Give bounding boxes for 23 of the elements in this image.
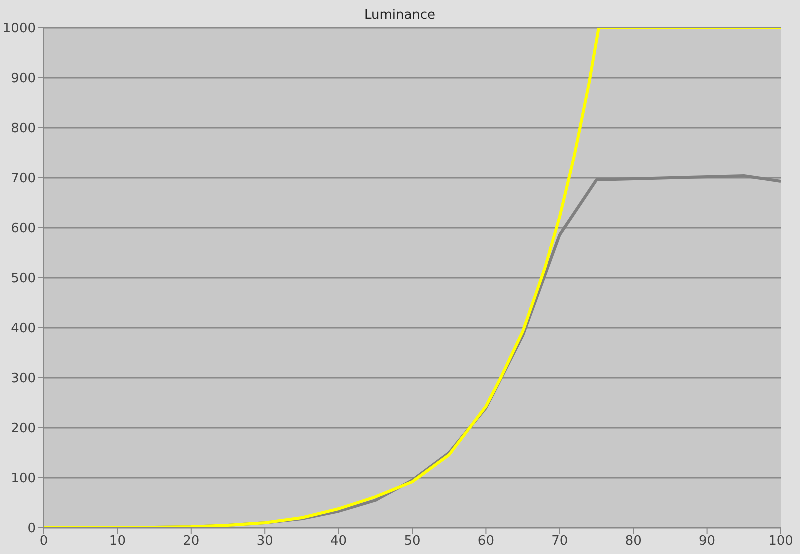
x-tick-label: 0 [40,534,48,550]
x-tick-label: 20 [183,534,200,550]
x-tick-label: 50 [404,534,421,550]
x-tick-label: 10 [109,534,126,550]
y-tick-label: 700 [11,172,36,187]
y-tick-label: 800 [11,122,36,137]
x-tick-label: 30 [256,534,274,550]
y-tick-label: 100 [11,472,36,487]
y-tick-label: 200 [11,422,36,437]
chart-title: Luminance [363,8,437,23]
x-tick-label: 90 [699,534,716,550]
y-tick-label: 400 [11,322,36,337]
y-tick-label: 900 [11,72,36,87]
y-tick-label: 500 [11,272,36,287]
y-tick-label: 0 [28,522,36,537]
y-tick-label: 300 [11,372,36,387]
x-tick-label: 40 [330,534,348,550]
x-tick-label: 100 [768,534,794,550]
x-tick-label: 60 [478,534,494,550]
y-tick-label: 600 [11,222,36,237]
x-tick-label: 70 [552,534,568,550]
x-tick-label: 80 [625,534,642,550]
y-tick-label: 1000 [2,22,36,37]
